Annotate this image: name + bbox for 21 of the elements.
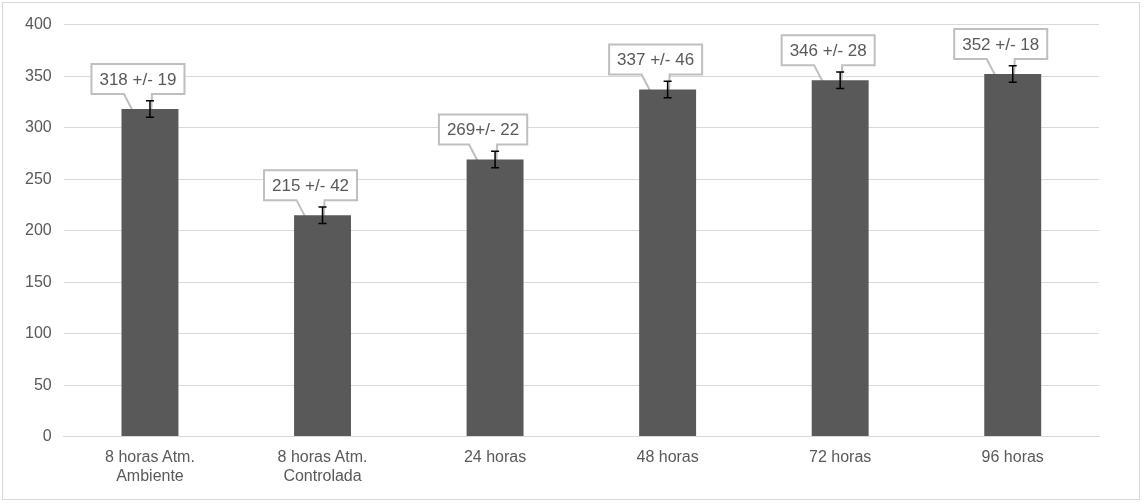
y-tick-label: 200 (24, 221, 52, 239)
y-tick-label: 300 (24, 118, 52, 136)
y-tick-label: 50 (33, 375, 52, 393)
y-tick-label: 250 (24, 169, 52, 187)
x-tick-label: 48 horas (636, 447, 699, 465)
y-tick-label: 150 (24, 272, 52, 290)
data-label: 215 +/- 42 (272, 175, 350, 195)
data-label: 269+/- 22 (446, 120, 520, 140)
x-tick-label: 72 horas (809, 447, 872, 465)
y-tick-label: 0 (42, 427, 52, 445)
y-tick-label: 400 (24, 15, 52, 33)
x-tick-label: 96 horas (981, 447, 1044, 465)
x-tick-label: 24 horas (463, 447, 527, 465)
data-label: 346 +/- 28 (789, 40, 867, 60)
y-tick-label: 100 (24, 324, 52, 342)
x-tick-label: 8 horas Atm. Ambiente (105, 447, 195, 484)
data-label: 318 +/- 19 (99, 69, 177, 89)
y-tick-label: 350 (24, 66, 52, 84)
data-label: 337 +/- 46 (617, 50, 695, 70)
x-tick-label: 8 horas Atm. Controlada (277, 447, 368, 484)
data-label: 352 +/- 18 (962, 34, 1040, 54)
